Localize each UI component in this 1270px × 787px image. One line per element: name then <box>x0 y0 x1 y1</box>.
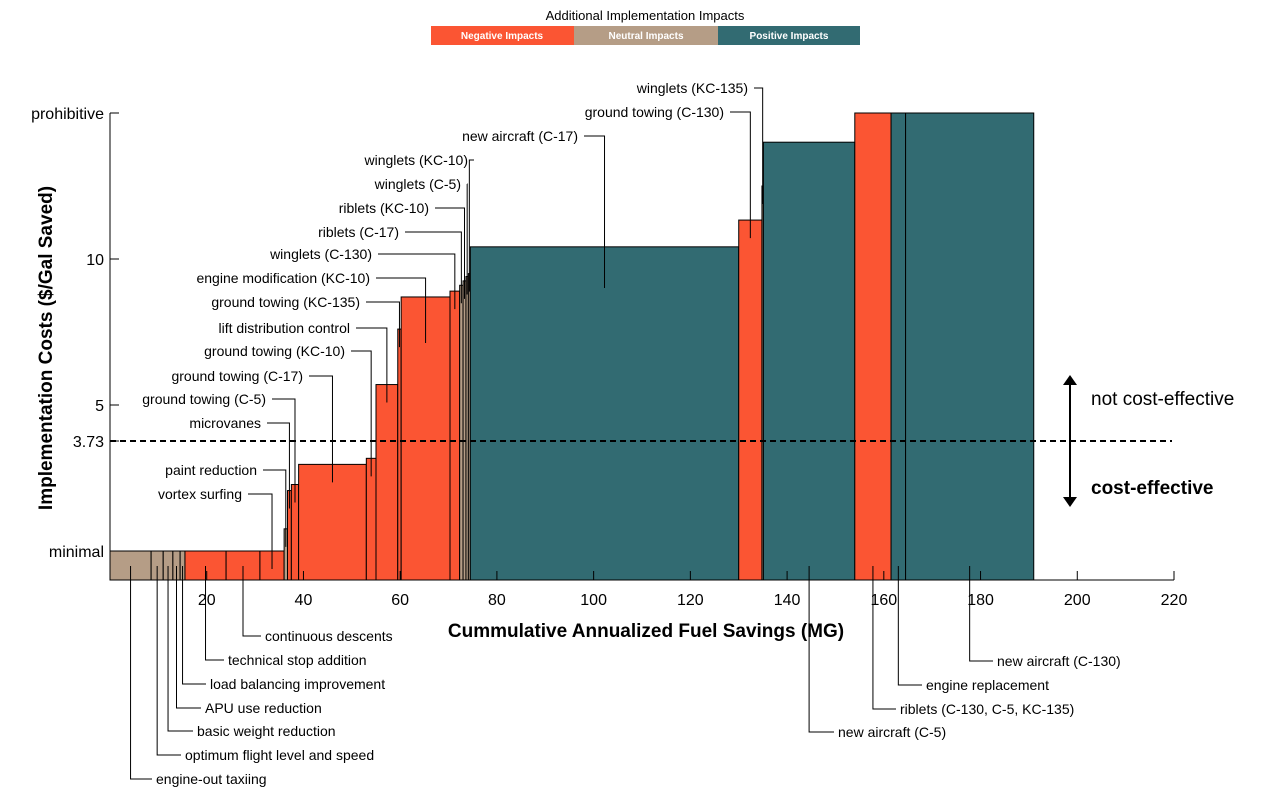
leader-line <box>351 350 372 477</box>
leader-line <box>730 111 751 239</box>
bar-label: new aircraft (C-17) <box>462 128 578 144</box>
leader-line <box>584 135 606 288</box>
bar-label: technical stop addition <box>228 652 367 668</box>
bar-ground-towing-kc-10 <box>365 457 377 581</box>
x-tick-label: 60 <box>391 592 409 609</box>
leader-line <box>366 301 400 348</box>
leader-line <box>272 398 296 503</box>
bar-label: continuous descents <box>265 628 393 644</box>
bar-label: engine-out taxiing <box>156 771 267 787</box>
bar-label: lift distribution control <box>218 320 350 336</box>
bar-new-aircraft-c-5 <box>762 141 856 581</box>
leader-line <box>267 422 290 509</box>
leader-line <box>376 277 427 343</box>
leader-line <box>356 327 388 403</box>
leader-line <box>754 87 764 204</box>
y-tick-label: 10 <box>86 252 104 269</box>
leader-line <box>468 159 474 292</box>
bar-ground-towing-kc-135 <box>397 328 402 581</box>
bar-winglets-c-130 <box>449 290 461 581</box>
leader-line <box>242 566 261 637</box>
x-tick-label: 120 <box>677 592 704 609</box>
y-tick-label: prohibitive <box>31 106 104 123</box>
legend-label-positive: Positive Impacts <box>750 31 829 42</box>
x-axis-title: Cummulative Annualized Fuel Savings (MG) <box>448 621 844 642</box>
bar-label: riblets (C-17) <box>318 224 399 240</box>
bar-riblets-c-17 <box>459 284 464 581</box>
x-tick-label: 180 <box>967 592 994 609</box>
leader-line <box>378 253 456 310</box>
legend-label-negative: Negative Impacts <box>461 31 544 42</box>
bar-label: riblets (C-130, C-5, KC-135) <box>900 701 1074 717</box>
bar-label: winglets (KC-135) <box>636 80 748 96</box>
bar-label: ground towing (C-5) <box>142 391 266 407</box>
leader-line <box>205 566 224 661</box>
x-tick-label: 40 <box>295 592 313 609</box>
leader-line <box>176 566 201 709</box>
leader-line <box>263 469 287 547</box>
bar-label: basic weight reduction <box>197 723 336 739</box>
bar-label: APU use reduction <box>205 700 322 716</box>
legend-label-neutral: Neutral Impacts <box>608 31 683 42</box>
leader-line <box>248 493 273 569</box>
bar-label: paint reduction <box>165 462 257 478</box>
legend: Additional Implementation Impacts Negati… <box>431 8 860 45</box>
leader-line <box>435 207 466 299</box>
bar-label: ground towing (C-130) <box>585 104 724 120</box>
bar-label: engine modification (KC-10) <box>196 270 370 286</box>
labels-layer: winglets (KC-135) ground towing (C-130) ne… <box>130 80 1121 787</box>
legend-swatch-positive <box>718 26 860 45</box>
leader-line <box>167 566 193 732</box>
bar-label: riblets (KC-10) <box>339 200 429 216</box>
bars-layer <box>109 112 1035 581</box>
x-tick-label: 80 <box>488 592 506 609</box>
bar-label: winglets (KC-10) <box>364 152 468 168</box>
leader-line <box>182 566 206 685</box>
bar-label: load balancing improvement <box>210 676 385 692</box>
leader-line <box>808 566 834 733</box>
bar-label: new aircraft (C-5) <box>838 724 946 740</box>
leader-line <box>897 566 922 686</box>
x-tick-label: 200 <box>1064 592 1091 609</box>
legend-swatch-neutral <box>574 26 718 45</box>
bar-label: ground towing (KC-135) <box>211 294 360 310</box>
y-tick-label: 5 <box>95 398 104 415</box>
leader-line <box>309 375 333 483</box>
leader-line <box>405 231 462 304</box>
bar-new-aircraft-c-130 <box>905 112 1035 581</box>
leader-line <box>156 566 181 756</box>
cost-effective-label: cost-effective <box>1091 478 1214 499</box>
not-cost-effective-label: not cost-effective <box>1091 389 1234 410</box>
y-axis-title: Implementation Costs ($/Gal Saved) <box>36 186 57 510</box>
leader-line <box>872 566 896 710</box>
x-tick-label: 220 <box>1161 592 1188 609</box>
bar-label: ground towing (C-17) <box>171 368 303 384</box>
x-tick-label: 140 <box>774 592 801 609</box>
y-tick-label: 3.73 <box>73 434 104 451</box>
y-tick-label: minimal <box>49 544 104 561</box>
leader-line <box>969 566 993 662</box>
bar-label: new aircraft (C-130) <box>997 653 1121 669</box>
bar-lift-distribution-control <box>375 384 399 581</box>
bar-label: winglets (C-5) <box>374 176 461 192</box>
bar-label: vortex surfing <box>158 486 242 502</box>
bar-label: winglets (C-130) <box>269 246 372 262</box>
bar-label: optimum flight level and speed <box>185 747 374 763</box>
legend-swatch-negative <box>431 26 574 45</box>
legend-title: Additional Implementation Impacts <box>546 8 745 23</box>
bar-riblets-c-130-c-5-kc-135 <box>854 112 892 581</box>
bar-new-aircraft-c-17 <box>469 246 740 581</box>
bar-label: ground towing (KC-10) <box>204 343 345 359</box>
x-tick-label: 100 <box>580 592 607 609</box>
bar-label: engine replacement <box>926 677 1049 693</box>
bar-label: microvanes <box>189 415 261 431</box>
x-tick-label: 160 <box>870 592 897 609</box>
leader-line <box>130 566 152 780</box>
axes-layer: 20 40 60 80 100 120 140 160 180 200 220 minimal 5 3.7… <box>31 106 1187 609</box>
x-tick-label: 20 <box>198 592 216 609</box>
bar-ground-towing-c-130 <box>738 219 763 581</box>
bar-engine-replacement <box>890 112 907 581</box>
